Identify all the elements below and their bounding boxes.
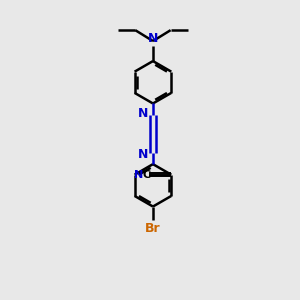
Text: N: N	[148, 32, 158, 45]
Text: N: N	[138, 148, 149, 161]
Text: Br: Br	[145, 222, 161, 235]
Text: C: C	[142, 170, 151, 180]
Text: N: N	[134, 170, 143, 180]
Text: N: N	[138, 107, 149, 120]
